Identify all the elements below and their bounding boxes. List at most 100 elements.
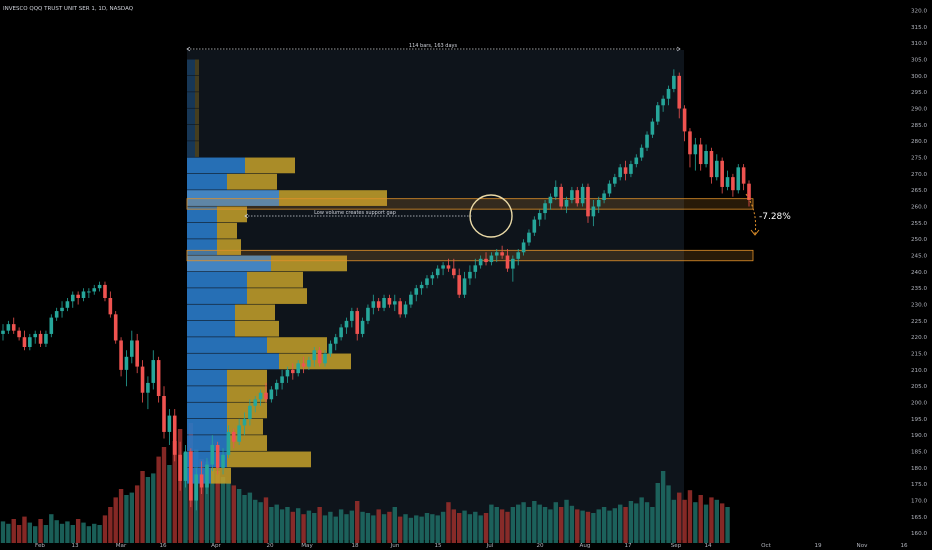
- profile-bar-down: [195, 75, 199, 92]
- volume-bar: [521, 502, 526, 543]
- candle-body: [301, 363, 306, 367]
- price-tick-label: 195.0: [911, 417, 927, 423]
- candle-body: [596, 200, 601, 207]
- volume-bar: [285, 507, 290, 543]
- profile-bar-down: [227, 435, 267, 451]
- candle-body: [376, 301, 381, 308]
- volume-bar: [167, 465, 172, 543]
- volume-bar: [220, 477, 226, 543]
- candle-body: [269, 389, 274, 400]
- time-tick-label: Feb: [35, 543, 45, 549]
- profile-bar-up: [187, 173, 227, 190]
- candle-body: [146, 382, 150, 393]
- volume-bar: [113, 497, 118, 543]
- volume-bar: [660, 471, 666, 543]
- time-tick-label: 16: [159, 543, 167, 549]
- candle-body: [221, 454, 225, 468]
- volume-bar: [172, 441, 177, 543]
- profile-bar-down: [235, 304, 275, 321]
- price-axis[interactable]: 160.0 165.0 170.0 175.0 180.0 185.0 190.0 195.0…: [911, 9, 927, 538]
- volume-bar: [451, 509, 457, 543]
- time-tick-label: 14: [704, 543, 712, 549]
- volume-bar: [312, 513, 317, 543]
- candle-body: [543, 203, 547, 214]
- volume-bar: [97, 525, 102, 543]
- profile-bar-down: [271, 255, 347, 272]
- volume-bar: [709, 497, 714, 543]
- candle-body: [274, 382, 279, 390]
- change-percent-label: -7.28%: [759, 212, 791, 222]
- volume-bar: [516, 504, 521, 543]
- volume-bar: [666, 485, 671, 543]
- candle-body: [178, 454, 182, 481]
- volume-bar: [585, 511, 591, 543]
- profile-bar-up: [187, 141, 195, 157]
- volume-bar: [580, 510, 585, 543]
- candle-body: [446, 265, 451, 269]
- time-tick-label: Jul: [486, 543, 494, 549]
- volume-bar: [505, 511, 510, 543]
- candle-body: [511, 258, 515, 269]
- candle-body: [76, 294, 80, 298]
- support-zone: [186, 249, 754, 262]
- support-zone: [186, 198, 754, 210]
- profile-bar-down: [267, 337, 327, 353]
- profile-bar-up: [187, 271, 247, 288]
- price-tick-label: 235.0: [911, 286, 927, 292]
- volume-bar: [151, 473, 156, 543]
- volume-bar: [306, 510, 312, 543]
- volume-bar: [526, 507, 532, 543]
- price-tick-label: 215.0: [911, 352, 927, 358]
- profile-bar-up: [187, 435, 227, 451]
- price-tick-label: 185.0: [911, 450, 927, 456]
- candle-body: [323, 353, 327, 364]
- candle-body: [720, 160, 724, 187]
- candle-body: [97, 284, 102, 289]
- candle-body: [741, 167, 746, 184]
- profile-bar-up: [187, 108, 195, 125]
- candle-body: [226, 431, 231, 455]
- price-tick-label: 190.0: [911, 433, 927, 439]
- candle-body: [253, 399, 258, 406]
- price-tick-label: 300.0: [911, 74, 927, 80]
- volume-bar: [607, 510, 612, 543]
- candle-body: [677, 75, 682, 109]
- candle-body: [688, 131, 692, 155]
- volume-bar: [204, 461, 210, 543]
- price-tick-label: 270.0: [911, 172, 927, 178]
- time-axis[interactable]: Feb 13 Mar 16 Apr 20 May 18 Jun 15 Jul 20 Aug 17 Sep 14…: [35, 543, 908, 549]
- candle-body: [602, 193, 606, 200]
- volume-bar: [639, 497, 644, 543]
- volume-bar: [682, 499, 687, 543]
- candle-body: [575, 190, 580, 204]
- candle-body: [205, 464, 209, 488]
- profile-bar-down: [235, 320, 279, 337]
- candle-body: [613, 177, 617, 184]
- candle-body: [344, 320, 349, 328]
- volume-bar: [376, 509, 381, 543]
- time-tick-label: 17: [624, 543, 632, 549]
- price-tick-label: 200.0: [911, 401, 927, 407]
- price-tick-label: 305.0: [911, 58, 927, 64]
- candle-body: [49, 317, 54, 334]
- volume-bar: [424, 513, 430, 543]
- price-tick-label: 160.0: [911, 531, 927, 537]
- volume-bar: [473, 511, 478, 543]
- candle-body: [215, 445, 220, 468]
- volume-bar: [118, 489, 124, 543]
- profile-bar-down: [279, 190, 387, 206]
- profile-bar-up: [187, 59, 195, 76]
- volume-bar: [258, 502, 263, 543]
- volume-bar: [199, 459, 204, 543]
- candle-body: [682, 108, 687, 132]
- profile-bar-down: [247, 288, 307, 304]
- profile-bar-up: [187, 288, 247, 304]
- candle-body: [140, 366, 145, 393]
- profile-bar-down: [247, 271, 303, 288]
- volume-bar: [703, 504, 709, 543]
- candle-body: [618, 167, 622, 178]
- candle-body: [650, 121, 655, 135]
- volume-bar: [156, 456, 161, 543]
- volume-bar: [628, 501, 634, 543]
